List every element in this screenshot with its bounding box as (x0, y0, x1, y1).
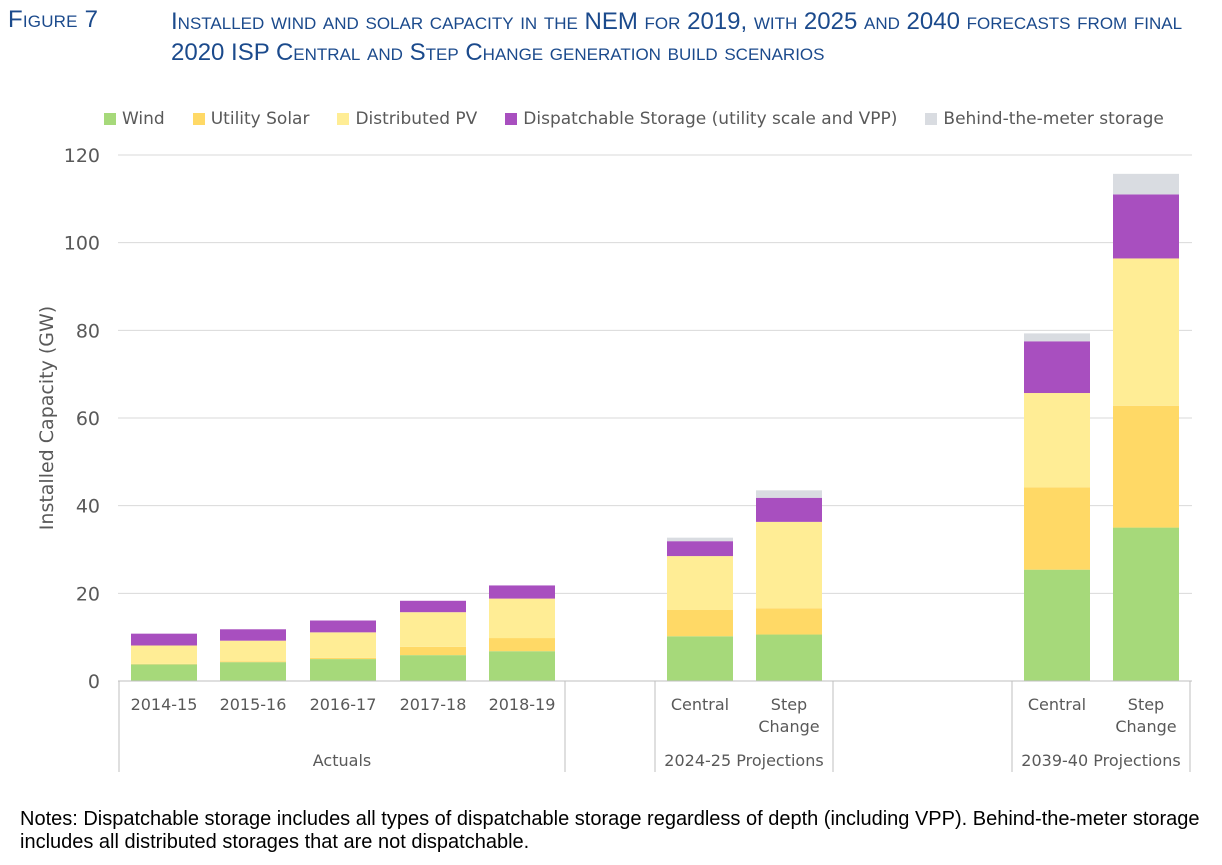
bar-segment (1113, 194, 1179, 259)
bar-segment (310, 620, 376, 633)
legend-label: Distributed PV (355, 109, 478, 129)
bar-segment (667, 609, 733, 637)
x-tick-label: Central (1028, 695, 1086, 714)
figure-label: Figure 7 (8, 6, 99, 33)
bar-segment (1024, 393, 1090, 488)
bar-segment (131, 633, 197, 646)
x-tick-label: 2016-17 (310, 695, 377, 714)
bar-segment (1113, 173, 1179, 195)
bar-segment (667, 537, 733, 542)
legend-label: Dispatchable Storage (utility scale and … (523, 109, 898, 129)
legend-label: Wind (122, 109, 165, 129)
bar-segment (220, 661, 286, 663)
y-axis-label: Installed Capacity (GW) (36, 306, 58, 530)
bar-segment (131, 645, 197, 664)
bar-segment (400, 600, 466, 613)
group-label: 2024-25 Projections (664, 751, 823, 770)
bar-segment (756, 608, 822, 635)
bar-segment (400, 646, 466, 656)
bar-segment (310, 659, 376, 681)
group-label: Actuals (313, 751, 371, 770)
bar-segment (131, 664, 197, 681)
x-tick-label: 2018-19 (489, 695, 556, 714)
bar-segment (1113, 405, 1179, 528)
x-tick-label: 2015-16 (220, 695, 287, 714)
bar-segment (489, 598, 555, 639)
bar-segment (489, 638, 555, 652)
legend-item: Wind (104, 109, 165, 129)
bar-segment (756, 490, 822, 498)
legend-item: Behind-the-meter storage (925, 109, 1164, 129)
bar-segment (667, 541, 733, 557)
y-tick-label: 120 (64, 145, 100, 167)
bar-segment (1024, 487, 1090, 570)
figure-notes: Notes: Dispatchable storage includes all… (20, 808, 1200, 853)
legend-swatch (505, 113, 518, 125)
bar-segment (220, 640, 286, 662)
bar-segment (400, 612, 466, 647)
bar-segment (667, 556, 733, 610)
bar-segment (756, 521, 822, 609)
y-tick-label: 0 (88, 671, 100, 693)
stacked-bar-chart: 0 20 40 60 80 100 120 Installed Capacity (GW) 20… (36, 145, 1192, 772)
legend-label: Utility Solar (210, 109, 310, 129)
bar-segment (1113, 258, 1179, 406)
bar-segment (310, 632, 376, 658)
legend-swatch (104, 113, 116, 125)
bar-segment (220, 629, 286, 641)
bar-segment (1113, 527, 1179, 681)
x-tick-label: 2014-15 (131, 695, 198, 714)
legend-swatch (192, 113, 205, 125)
bar-segment (1024, 333, 1090, 342)
y-tick-label: 100 (64, 233, 100, 255)
x-tick-label: Step Change (758, 695, 819, 736)
bar-segment (220, 662, 286, 681)
bar-segment (1024, 569, 1090, 681)
x-tick-label: Step Change (1115, 695, 1176, 736)
x-tick-label: 2017-18 (400, 695, 467, 714)
group-label: 2039-40 Projections (1021, 751, 1180, 770)
chart-legend: Wind Utility Solar Distributed PV Dispatcha… (104, 108, 1192, 130)
bar-segment (489, 651, 555, 681)
figure-title: Installed wind and solar capacity in the… (171, 8, 1183, 66)
legend-swatch (925, 113, 938, 125)
bar-segment (1024, 341, 1090, 394)
bar-segment (400, 655, 466, 681)
y-tick-label: 80 (76, 320, 100, 342)
legend-swatch (337, 113, 350, 125)
legend-item: Distributed PV (337, 109, 477, 129)
bar-segment (310, 657, 376, 660)
legend-label: Behind-the-meter storage (943, 109, 1164, 129)
legend-item: Dispatchable Storage (utility scale and … (505, 109, 897, 129)
bar-segment (489, 585, 555, 599)
x-tick-label: Central (671, 695, 729, 714)
bar-segment (756, 497, 822, 522)
bar-segment (756, 634, 822, 681)
y-tick-label: 60 (76, 408, 100, 430)
bar-segment (667, 636, 733, 681)
y-tick-label: 40 (76, 496, 100, 518)
y-tick-label: 20 (76, 583, 100, 605)
legend-item: Utility Solar (192, 109, 310, 129)
